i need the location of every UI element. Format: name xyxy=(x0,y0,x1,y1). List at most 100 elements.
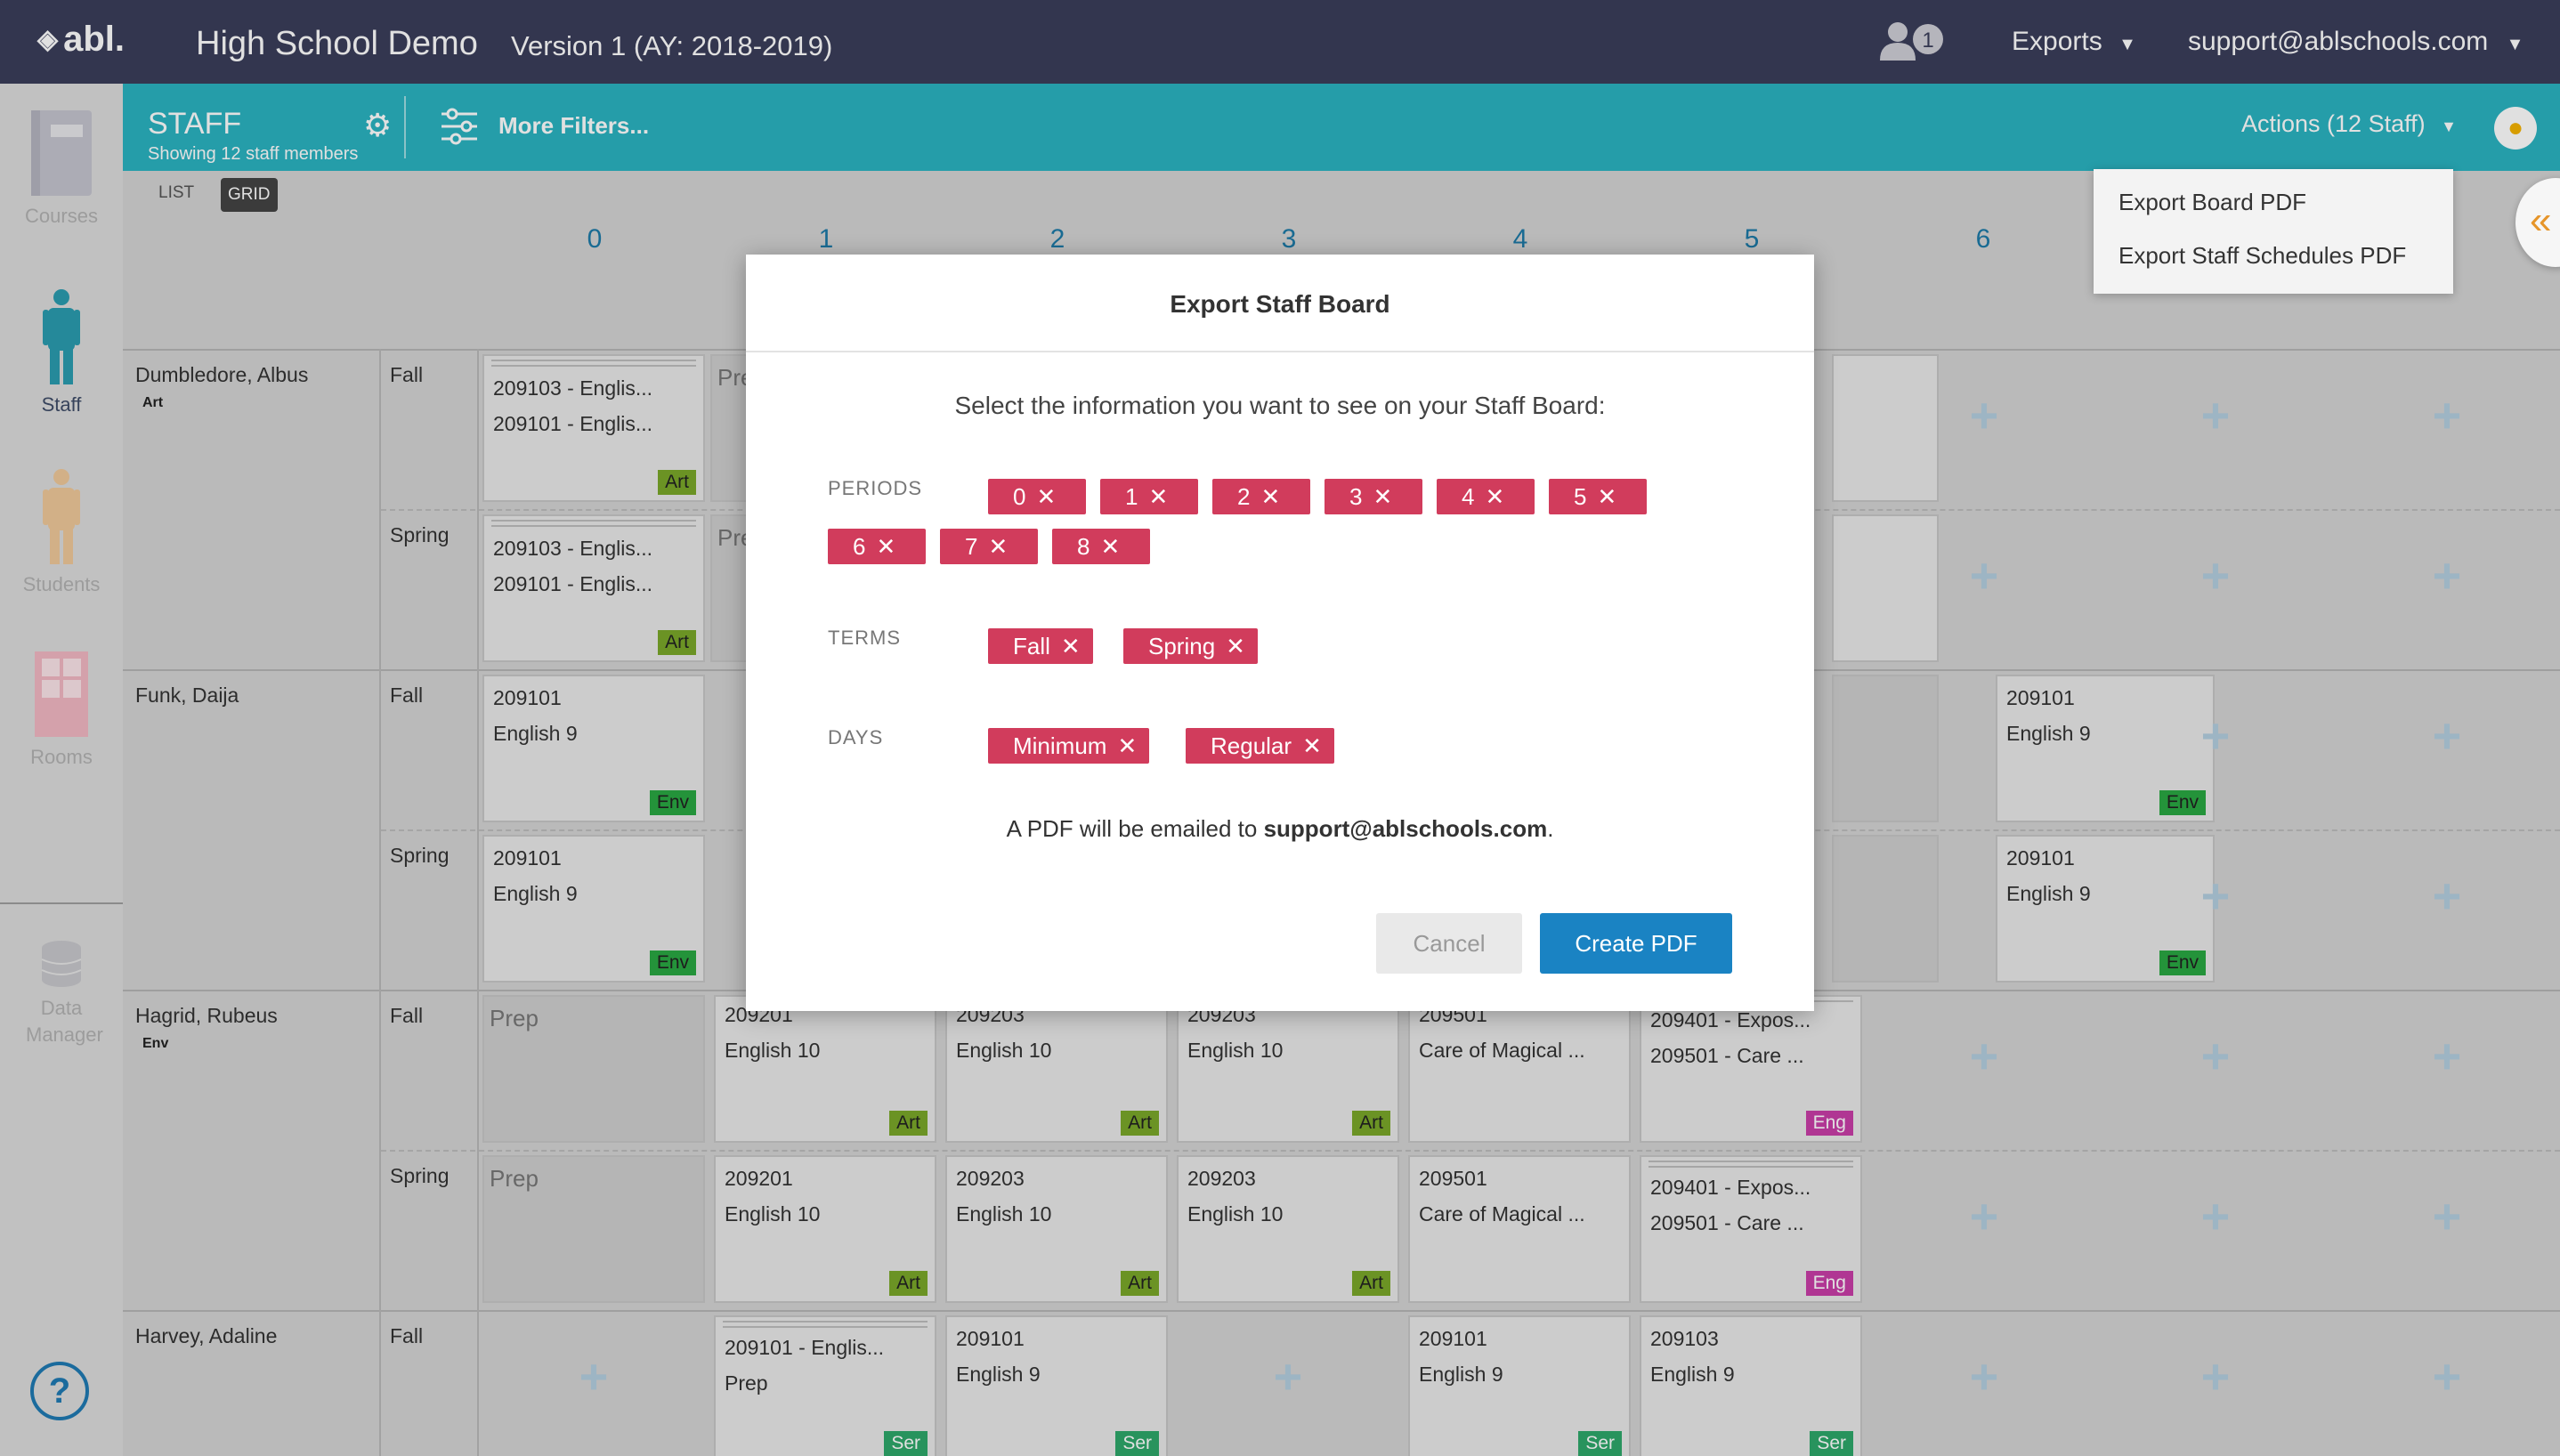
actions-menu[interactable]: Actions (12 Staff) ▼ xyxy=(2241,110,2457,138)
schedule-cell[interactable]: 209201 English 10 Art xyxy=(714,995,936,1143)
schedule-cell[interactable]: 209401 - Expos... 209501 - Care ... Eng xyxy=(1640,995,1862,1143)
schedule-cell[interactable] xyxy=(1832,514,1939,662)
schedule-cell[interactable]: 209101 English 9 Env xyxy=(1996,835,2215,983)
prep-cell[interactable]: Prep xyxy=(482,1155,705,1303)
remove-x-icon[interactable]: ✕ xyxy=(1373,483,1393,510)
period-chip[interactable]: 7 ✕ xyxy=(940,529,1038,564)
schedule-cell[interactable]: 209203 English 10 Art xyxy=(945,1155,1168,1303)
schedule-cell[interactable]: 209101 - Englis... Prep Ser xyxy=(714,1315,936,1456)
period-chip[interactable]: 5 ✕ xyxy=(1549,479,1647,514)
schedule-cell[interactable]: 209103 English 9 Ser xyxy=(1640,1315,1862,1456)
remove-x-icon[interactable]: ✕ xyxy=(1060,633,1081,659)
add-section-icon[interactable]: + xyxy=(2432,1188,2462,1244)
add-section-icon[interactable]: + xyxy=(2432,387,2462,443)
schedule-cell[interactable]: 209401 - Expos... 209501 - Care ... Eng xyxy=(1640,1155,1862,1303)
schedule-cell[interactable]: 209103 - Englis... 209101 - Englis... Ar… xyxy=(482,514,705,662)
remove-x-icon[interactable]: ✕ xyxy=(1100,533,1121,560)
rail-staff[interactable]: Staff xyxy=(0,288,123,417)
schedule-cell[interactable]: 209203 English 10 Art xyxy=(945,995,1168,1143)
remove-x-icon[interactable]: ✕ xyxy=(1485,483,1505,510)
abl-logo[interactable]: ◈ abl. xyxy=(37,20,125,60)
schedule-cell[interactable]: 209501 Care of Magical ... xyxy=(1408,995,1631,1143)
cancel-button[interactable]: Cancel xyxy=(1376,913,1522,974)
schedule-cell[interactable]: 209501 Care of Magical ... xyxy=(1408,1155,1631,1303)
filter-sliders-icon[interactable] xyxy=(440,107,479,146)
add-section-icon[interactable]: + xyxy=(1969,387,1999,443)
staff-name[interactable]: Hagrid, Rubeus xyxy=(135,1004,278,1027)
add-section-icon[interactable]: + xyxy=(2200,1348,2231,1404)
gear-icon[interactable]: ⚙ xyxy=(363,107,393,143)
prep-cell[interactable] xyxy=(1832,835,1939,983)
period-chip[interactable]: 1 ✕ xyxy=(1100,479,1198,514)
schedule-cell[interactable]: 209101 English 9 Env xyxy=(1996,675,2215,822)
left-rail: Courses Staff Students xyxy=(0,84,123,1456)
add-section-icon[interactable]: + xyxy=(2200,387,2231,443)
staff-name[interactable]: Dumbledore, Albus xyxy=(135,363,309,386)
schedule-cell[interactable]: 209203 English 10 Art xyxy=(1177,1155,1399,1303)
add-section-icon[interactable]: + xyxy=(2432,708,2462,764)
remove-x-icon[interactable]: ✕ xyxy=(1226,633,1245,659)
remove-x-icon[interactable]: ✕ xyxy=(1148,483,1169,510)
period-chip[interactable]: 0 ✕ xyxy=(988,479,1086,514)
schedule-cell[interactable]: 209101 English 9 Ser xyxy=(945,1315,1168,1456)
period-chip[interactable]: 8 ✕ xyxy=(1052,529,1150,564)
remove-x-icon[interactable]: ✕ xyxy=(988,533,1009,560)
add-section-icon[interactable]: + xyxy=(579,1348,609,1404)
add-section-icon[interactable]: + xyxy=(2200,547,2231,603)
rail-courses[interactable]: Courses xyxy=(0,109,123,228)
add-section-icon[interactable]: + xyxy=(1969,547,1999,603)
exports-menu[interactable]: Exports ▼ xyxy=(2012,27,2136,57)
add-section-icon[interactable]: + xyxy=(2200,1188,2231,1244)
schedule-cell[interactable]: 209103 - Englis... 209101 - Englis... Ar… xyxy=(482,354,705,502)
day-chip[interactable]: Minimum ✕ xyxy=(988,728,1150,764)
rail-data-manager[interactable]: Data Manager xyxy=(0,940,123,1048)
period-chip[interactable]: 4 ✕ xyxy=(1437,479,1535,514)
schedule-cell[interactable]: 209101 English 9 Ser xyxy=(1408,1315,1631,1456)
remove-x-icon[interactable]: ✕ xyxy=(1302,732,1322,759)
account-menu[interactable]: support@ablschools.com ▼ xyxy=(2188,27,2524,57)
add-section-icon[interactable]: + xyxy=(1969,1188,1999,1244)
lightbulb-icon[interactable]: ● xyxy=(2494,107,2537,150)
term-chip[interactable]: Fall ✕ xyxy=(988,628,1093,664)
prep-cell[interactable] xyxy=(1832,675,1939,822)
add-section-icon[interactable]: + xyxy=(2432,1028,2462,1084)
schedule-cell[interactable]: 209101 English 9 Env xyxy=(482,835,705,983)
period-chip[interactable]: 6 ✕ xyxy=(828,529,926,564)
grid-view-toggle[interactable]: GRID xyxy=(221,178,278,212)
help-button[interactable]: ? xyxy=(30,1362,89,1420)
add-section-icon[interactable]: + xyxy=(1969,1348,1999,1404)
export-board-pdf-item[interactable]: Export Board PDF xyxy=(2118,189,2306,215)
rail-students[interactable]: Students xyxy=(0,468,123,596)
term-chip[interactable]: Spring ✕ xyxy=(1123,628,1258,664)
add-section-icon[interactable]: + xyxy=(2200,1028,2231,1084)
remove-x-icon[interactable]: ✕ xyxy=(1117,732,1138,759)
schedule-cell[interactable]: 209201 English 10 Art xyxy=(714,1155,936,1303)
add-section-icon[interactable]: + xyxy=(2200,708,2231,764)
add-section-icon[interactable]: + xyxy=(2200,868,2231,924)
add-section-icon[interactable]: + xyxy=(1969,1028,1999,1084)
period-chip[interactable]: 2 ✕ xyxy=(1212,479,1310,514)
remove-x-icon[interactable]: ✕ xyxy=(1597,483,1617,510)
remove-x-icon[interactable]: ✕ xyxy=(1036,483,1057,510)
rail-rooms[interactable]: Rooms xyxy=(0,650,123,769)
prep-cell[interactable]: Prep xyxy=(482,995,705,1143)
schedule-cell[interactable]: 209203 English 10 Art xyxy=(1177,995,1399,1143)
more-filters-button[interactable]: More Filters... xyxy=(498,112,650,139)
add-section-icon[interactable]: + xyxy=(2432,547,2462,603)
add-section-icon[interactable]: + xyxy=(2432,868,2462,924)
remove-x-icon[interactable]: ✕ xyxy=(1260,483,1281,510)
day-chip[interactable]: Regular ✕ xyxy=(1186,728,1334,764)
staff-name[interactable]: Funk, Daija xyxy=(135,684,239,707)
create-pdf-button[interactable]: Create PDF xyxy=(1540,913,1732,974)
schedule-cell[interactable]: 209101 English 9 Env xyxy=(482,675,705,822)
add-section-icon[interactable]: + xyxy=(2432,1348,2462,1404)
user-notification[interactable]: 1 xyxy=(1878,20,1953,62)
add-section-icon[interactable]: + xyxy=(1273,1348,1303,1404)
staff-name[interactable]: Harvey, Adaline xyxy=(135,1324,278,1347)
remove-x-icon[interactable]: ✕ xyxy=(876,533,896,560)
schedule-cell[interactable] xyxy=(1832,354,1939,502)
period-chip[interactable]: 3 ✕ xyxy=(1325,479,1422,514)
export-staff-schedules-pdf-item[interactable]: Export Staff Schedules PDF xyxy=(2118,242,2407,269)
list-view-toggle[interactable]: LIST xyxy=(158,183,195,202)
version-label[interactable]: Version 1 (AY: 2018-2019) xyxy=(511,30,833,61)
